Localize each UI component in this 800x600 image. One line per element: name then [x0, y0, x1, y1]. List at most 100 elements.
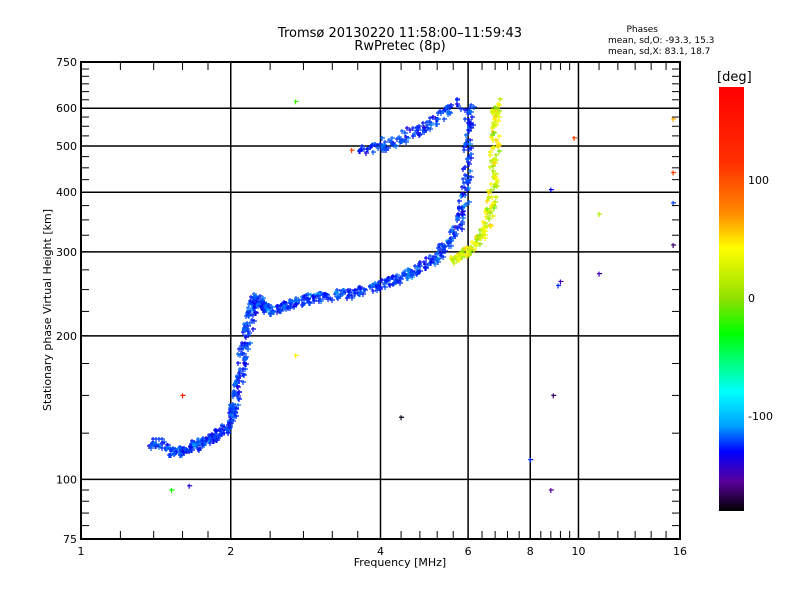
data-point [169, 488, 175, 494]
data-point [492, 131, 497, 136]
data-point [485, 207, 490, 212]
data-point [261, 296, 266, 301]
data-point [293, 99, 299, 105]
data-point [239, 347, 244, 352]
data-point [422, 125, 427, 130]
data-point [453, 225, 458, 230]
y-axis-label: Stationary phase Virtual Height [km] [41, 208, 54, 412]
data-point [436, 117, 441, 122]
data-point [466, 179, 471, 184]
colorbar-unit: [deg] [717, 70, 752, 85]
data-point [671, 116, 677, 122]
data-point [241, 367, 246, 372]
data-point [228, 403, 233, 408]
data-point [178, 452, 183, 457]
data-point [416, 131, 421, 136]
data-point [428, 116, 433, 121]
data-point [323, 292, 328, 297]
data-point [494, 138, 499, 143]
data-point [438, 251, 443, 256]
data-point [497, 103, 502, 108]
x-tick-label: 1 [78, 545, 85, 558]
data-point [468, 122, 473, 127]
data-point [376, 146, 381, 151]
data-point [459, 254, 464, 259]
data-point [411, 126, 416, 131]
data-point [370, 283, 375, 288]
data-point [410, 271, 415, 276]
data-point [334, 290, 339, 295]
data-point [461, 192, 466, 197]
data-point [244, 335, 249, 340]
data-point [528, 457, 534, 463]
data-point [380, 136, 385, 141]
data-point [460, 249, 465, 254]
data-point [462, 181, 467, 186]
data-point [441, 255, 446, 260]
data-point [244, 345, 249, 350]
data-point [386, 146, 391, 151]
data-point [188, 445, 193, 450]
stats-x-mode: mean, sd,X: 83.1, 18.7 [608, 46, 710, 58]
data-point [492, 117, 497, 122]
data-point [478, 235, 483, 240]
data-point [423, 128, 428, 133]
data-point [488, 150, 493, 155]
data-point [272, 310, 277, 315]
data-point [398, 137, 403, 142]
data-point [203, 441, 208, 446]
data-point [467, 200, 472, 205]
data-point [377, 280, 382, 285]
y-tick-label: 75 [63, 533, 77, 546]
data-point [406, 267, 411, 272]
data-point [399, 415, 405, 421]
data-point [417, 262, 422, 267]
data-point [358, 148, 363, 153]
data-point [463, 165, 468, 170]
data-point [404, 135, 409, 140]
data-point [494, 177, 499, 182]
y-tick-label: 500 [56, 140, 77, 153]
data-point [428, 254, 433, 259]
data-points [147, 97, 677, 494]
data-point [293, 353, 299, 359]
data-point [394, 144, 399, 149]
data-point [251, 313, 256, 318]
data-point [455, 97, 460, 102]
data-point [256, 302, 261, 307]
data-point [361, 292, 366, 297]
data-point [388, 283, 393, 288]
data-point [464, 133, 469, 138]
data-point [457, 199, 462, 204]
y-tick-label: 100 [56, 473, 77, 486]
data-point [240, 341, 245, 346]
data-point [548, 488, 554, 494]
data-point [402, 272, 407, 277]
data-point [167, 453, 172, 458]
data-point [173, 451, 178, 456]
data-point [269, 311, 274, 316]
colorbar-tick-label: 0 [748, 292, 755, 305]
y-tick-label: 600 [56, 102, 77, 115]
data-point [489, 224, 494, 229]
data-point [220, 423, 225, 428]
data-point [371, 289, 376, 294]
data-point [469, 175, 474, 180]
data-point [180, 393, 186, 399]
data-point [478, 242, 483, 247]
data-point [306, 297, 311, 302]
data-point [497, 115, 502, 120]
data-point [266, 308, 271, 313]
data-point [405, 126, 410, 131]
data-point [498, 97, 503, 102]
x-axis-label: Frequency [MHz] [353, 556, 447, 569]
data-point [460, 227, 465, 232]
data-point [349, 148, 355, 154]
data-point [481, 220, 486, 225]
data-point [429, 123, 434, 128]
data-point [433, 262, 438, 267]
data-point [447, 240, 452, 245]
data-point [247, 314, 252, 319]
data-point [160, 441, 165, 446]
